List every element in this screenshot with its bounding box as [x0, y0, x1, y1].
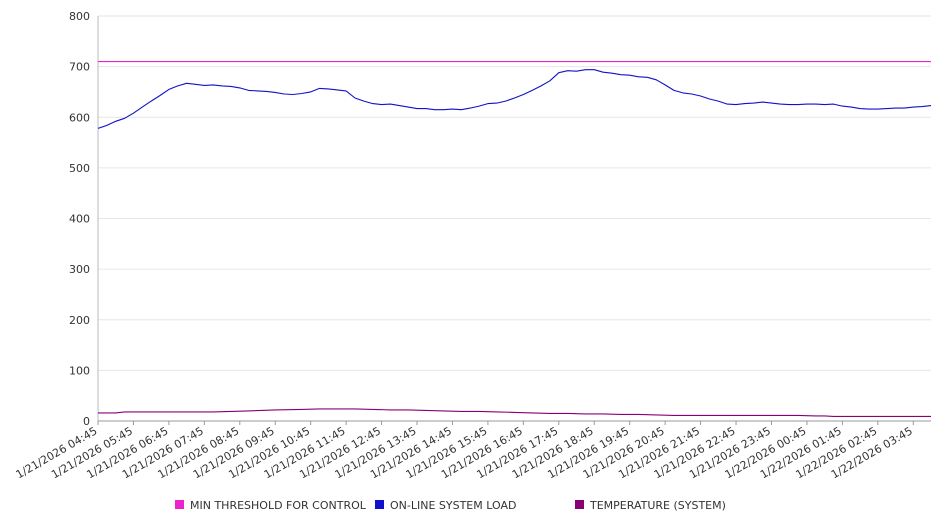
- legend-swatch: [375, 500, 384, 509]
- legend-label: TEMPERATURE (SYSTEM): [589, 499, 726, 512]
- series-line-2: [98, 408, 931, 417]
- legend-swatch: [575, 500, 584, 509]
- y-axis-tick-labels: 0 100 200 300 400 500 600 700 800: [69, 10, 90, 428]
- y-tick-label: 800: [69, 10, 90, 23]
- y-tick-label: 700: [69, 61, 90, 74]
- y-tick-label: 400: [69, 213, 90, 226]
- series-line-1: [97, 69, 932, 129]
- legend-label: MIN THRESHOLD FOR CONTROL: [190, 499, 367, 512]
- y-tick-label: 100: [69, 364, 90, 377]
- y-tick-label: 0: [83, 415, 90, 428]
- legend-label: ON-LINE SYSTEM LOAD: [390, 499, 516, 512]
- axes: [97, 16, 931, 425]
- gridlines: [98, 15, 931, 371]
- y-tick-label: 300: [69, 263, 90, 276]
- y-tick-label: 500: [69, 162, 90, 175]
- legend: MIN THRESHOLD FOR CONTROL ON-LINE SYSTEM …: [175, 499, 726, 512]
- y-tick-label: 200: [69, 314, 90, 327]
- y-tick-label: 600: [69, 111, 90, 124]
- x-axis-tick-labels: 1/21/2026 04:451/21/2026 05:451/21/2026 …: [14, 424, 915, 481]
- series-lines: [97, 61, 932, 417]
- legend-swatch: [175, 500, 184, 509]
